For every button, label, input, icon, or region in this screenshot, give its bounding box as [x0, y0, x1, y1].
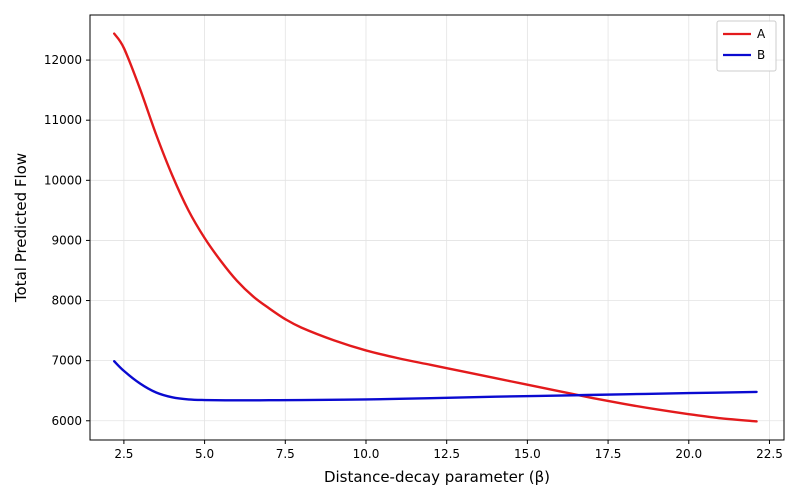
series-line-a	[113, 32, 758, 423]
x-tick-label: 12.5	[433, 447, 460, 461]
y-tick-label: 10000	[44, 173, 82, 187]
legend-label-a: A	[757, 27, 766, 41]
x-tick-label: 7.5	[276, 447, 295, 461]
x-tick-label: 5.0	[195, 447, 214, 461]
x-tick-label: 20.0	[675, 447, 702, 461]
x-axis-label: Distance-decay parameter (β)	[324, 468, 550, 486]
grid	[90, 15, 784, 440]
x-tick-label: 2.5	[114, 447, 133, 461]
legend-box	[716, 20, 777, 72]
x-tick-label: 10.0	[353, 447, 380, 461]
axis-ticks: 2.5 5.0 7.5 10.0 12.5 15.0 17.5 20.0 22.5 6000 700…	[44, 53, 783, 461]
y-tick-label: 6000	[51, 414, 82, 428]
y-tick-label: 8000	[51, 294, 82, 308]
x-tick-label: 17.5	[595, 447, 622, 461]
plot-frame	[89, 14, 785, 441]
series-lines	[113, 32, 758, 423]
legend-label-b: B	[757, 48, 765, 62]
y-axis-label: Total Predicted Flow	[12, 153, 30, 303]
legend: A B	[716, 20, 777, 72]
y-tick-label: 11000	[44, 113, 82, 127]
y-tick-label: 9000	[51, 233, 82, 247]
x-tick-label: 22.5	[756, 447, 783, 461]
x-tick-label: 15.0	[514, 447, 541, 461]
y-tick-label: 12000	[44, 53, 82, 67]
series-line-b	[113, 360, 758, 402]
y-tick-label: 7000	[51, 354, 82, 368]
